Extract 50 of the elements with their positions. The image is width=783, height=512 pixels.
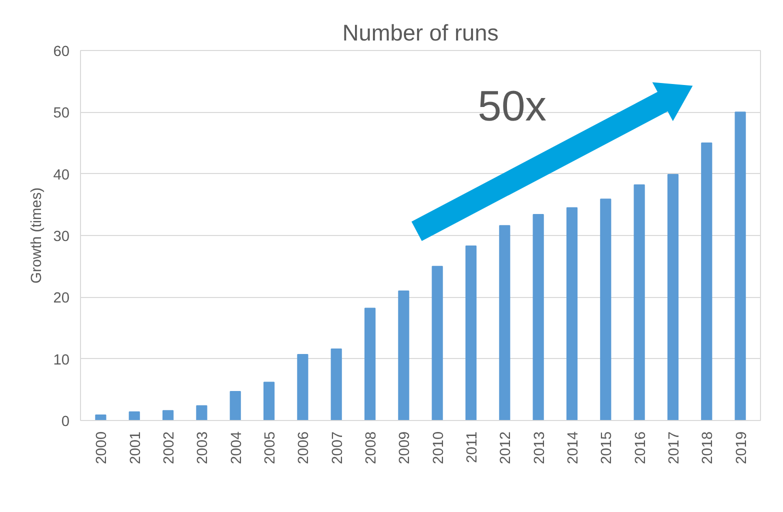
- x-tick-label: 2011: [464, 431, 480, 464]
- bar: [600, 198, 612, 420]
- x-tick-label: 2003: [195, 431, 212, 464]
- x-tick-label: 2005: [262, 431, 279, 464]
- x-tick-label: 2002: [162, 431, 178, 464]
- bar: [330, 348, 342, 420]
- bar: [196, 405, 208, 420]
- bar: [432, 266, 443, 420]
- y-tick-label: 50: [53, 106, 70, 122]
- annotation: 50x: [478, 82, 547, 131]
- x-tick-label: 2018: [700, 431, 716, 464]
- bar: [297, 354, 308, 420]
- y-tick-label: 0: [61, 414, 70, 430]
- x-tick-label: 2019: [734, 431, 750, 464]
- x-tick-label: 2006: [296, 431, 312, 464]
- y-axis-title: Growth (times): [29, 187, 46, 284]
- bar: [162, 410, 174, 420]
- y-tick-label: 60: [53, 44, 70, 60]
- y-tick-label: 30: [53, 229, 70, 245]
- bar: [566, 207, 578, 420]
- x-tick-label: 2012: [498, 431, 514, 464]
- x-tick-label: 2016: [632, 431, 649, 464]
- bar: [499, 225, 510, 420]
- bar: [734, 112, 746, 420]
- x-tick-label: 2007: [330, 431, 346, 464]
- x-tick-label: 2014: [565, 431, 582, 464]
- bar: [128, 411, 140, 420]
- bar: [634, 184, 645, 420]
- x-tick-label: 2010: [430, 431, 447, 464]
- x-tick-label: 2013: [532, 431, 548, 464]
- bar: [667, 174, 679, 420]
- chart-title: Number of runs: [342, 20, 499, 46]
- y-tick-label: 20: [53, 290, 70, 307]
- bar: [398, 290, 410, 420]
- x-tick-label: 2001: [128, 431, 144, 464]
- x-tick-label: 2008: [364, 431, 380, 464]
- x-tick-label: 2000: [94, 431, 110, 464]
- bar: [95, 414, 106, 420]
- bar: [465, 245, 477, 420]
- bar: [364, 308, 376, 420]
- bar: [230, 391, 241, 420]
- x-tick-label: 2009: [397, 431, 414, 464]
- bar: [532, 214, 544, 420]
- y-tick-label: 10: [53, 352, 70, 368]
- x-tick-label: 2015: [599, 431, 616, 464]
- x-tick-label: 2017: [666, 431, 682, 464]
- y-tick-label: 40: [53, 167, 70, 184]
- x-tick-label: 2004: [228, 431, 245, 464]
- bar: [701, 142, 712, 420]
- bar: [263, 382, 275, 420]
